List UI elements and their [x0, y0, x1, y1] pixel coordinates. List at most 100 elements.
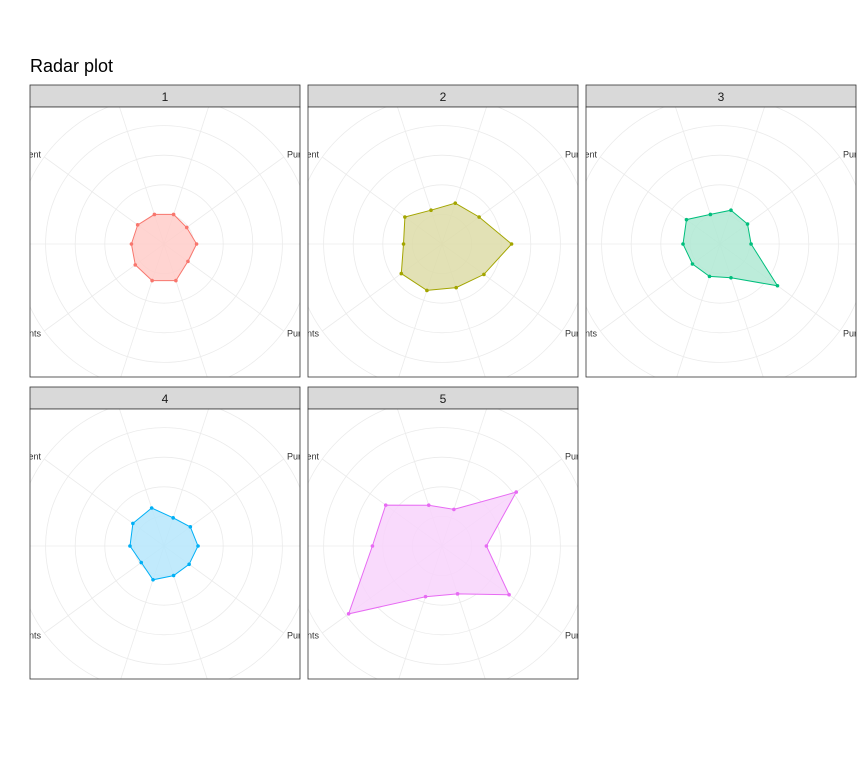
data-point	[403, 215, 407, 219]
chart-title: Radar plot	[30, 56, 114, 76]
panel-1: 1 Balance_frequencyPurchasesOneoff_purcha…	[0, 84, 393, 378]
axis-label: Credit_limit	[350, 686, 396, 696]
panel-strip-label: 4	[162, 392, 169, 406]
axis-label: Prc_full_payment	[0, 452, 42, 462]
data-point	[484, 544, 489, 548]
data-point	[507, 592, 511, 597]
axis-label: Purchases	[287, 150, 330, 160]
axis-label: Prc_full_payment	[249, 452, 319, 462]
data-point	[171, 573, 176, 578]
data-point	[383, 503, 388, 507]
data-point	[684, 217, 689, 222]
data-point	[509, 242, 514, 246]
data-point	[454, 285, 458, 290]
data-point	[171, 212, 176, 217]
panel-strip-label: 1	[162, 90, 169, 104]
data-point	[188, 525, 193, 529]
axis-label: Purchases_installments_fr	[287, 328, 393, 338]
axis-label: Cash_advance_trx	[767, 384, 843, 394]
data-point	[455, 592, 460, 596]
data-point	[749, 242, 753, 246]
data-point	[135, 223, 140, 227]
data-point	[425, 288, 429, 293]
panel-body: Balance_frequencyPurchasesOneoff_purchas…	[249, 409, 671, 696]
axis-label: Prc_full_payment	[527, 150, 597, 160]
data-point	[423, 594, 428, 599]
axis-label: Purchases	[287, 452, 330, 462]
data-point	[346, 612, 351, 616]
data-point	[708, 212, 713, 217]
axis-label: Cash_advance_trx	[489, 686, 565, 696]
data-point	[401, 242, 406, 246]
data-point	[128, 544, 132, 548]
data-point	[429, 208, 433, 213]
panel-body: Balance_frequencyPurchasesOneoff_purchas…	[249, 107, 671, 377]
data-point	[681, 242, 685, 246]
axis-label: Purchases_installments_fr	[565, 630, 671, 640]
axis-label: Purchases_installments_fr	[565, 328, 671, 338]
data-point	[131, 521, 135, 526]
axis-label: Purchases	[565, 452, 608, 462]
data-point	[149, 506, 154, 510]
axis-label: Cash_advance_trx	[211, 686, 287, 696]
panel-body: Balance_frequencyPurchasesOneoff_purchas…	[0, 409, 393, 696]
axis-label: Payments	[279, 630, 320, 640]
data-point	[151, 577, 155, 582]
axis-label: Payments	[1, 630, 42, 640]
data-point	[194, 242, 199, 246]
data-point	[187, 562, 191, 567]
axis-label: Payments	[557, 328, 598, 338]
panel-border	[307, 106, 579, 378]
data-point	[482, 272, 486, 277]
data-point	[196, 544, 200, 548]
axis-label: Prc_full_payment	[249, 150, 319, 160]
axis-label: Credit_limit	[72, 686, 118, 696]
data-point	[370, 544, 375, 548]
data-point	[729, 275, 733, 280]
panel-strip-label: 2	[440, 90, 447, 104]
data-point	[399, 271, 404, 276]
panel-border	[29, 408, 301, 680]
data-point	[453, 201, 458, 205]
panel-border	[29, 106, 301, 378]
axis-label: Purchases_installments_fr	[287, 630, 393, 640]
data-point	[707, 274, 712, 279]
panel-body: Balance_frequencyPurchasesOneoff_purchas…	[527, 107, 864, 394]
data-point	[186, 259, 190, 264]
panel-border	[307, 408, 579, 680]
data-point	[174, 278, 178, 283]
panel-border	[585, 106, 857, 378]
axis-label: Credit_limit	[628, 384, 674, 394]
data-point	[133, 263, 138, 267]
panel-4: 4 Balance_frequencyPurchasesOneoff_purcha…	[0, 386, 393, 696]
data-point	[775, 283, 780, 288]
data-point	[729, 208, 733, 213]
axis-label: Payments	[279, 328, 320, 338]
data-point	[184, 225, 189, 230]
axis-label: Prc_full_payment	[0, 150, 42, 160]
axis-label: m_payments	[0, 541, 12, 551]
data-point	[152, 212, 157, 217]
panel-strip-label: 5	[440, 392, 447, 406]
data-point	[477, 215, 481, 219]
data-point	[745, 222, 750, 226]
data-point	[171, 516, 175, 520]
data-point	[452, 507, 456, 512]
panel-body: Balance_frequencyPurchasesOneoff_purchas…	[0, 107, 393, 377]
panel-strip-label: 3	[718, 90, 725, 104]
data-point	[150, 278, 154, 283]
data-point	[129, 242, 134, 246]
data-point	[690, 262, 695, 266]
panel-2: 2 Balance_frequencyPurchasesOneoff_purcha…	[249, 84, 671, 378]
panel-3: 3 Balance_frequencyPurchasesOneoff_purcha…	[527, 84, 864, 394]
axis-label: Oneoff_purchases	[594, 541, 668, 551]
data-point	[139, 560, 144, 565]
data-point	[514, 490, 519, 494]
panel-5: 5 Balance_frequencyPurchasesOneoff_purcha…	[249, 386, 671, 696]
axis-label: Purchases	[843, 150, 864, 160]
axis-label: Purchases_installments_fr	[843, 328, 864, 338]
data-point	[426, 503, 431, 507]
axis-label: m_payments	[0, 239, 12, 249]
axis-label: Payments	[1, 328, 42, 338]
